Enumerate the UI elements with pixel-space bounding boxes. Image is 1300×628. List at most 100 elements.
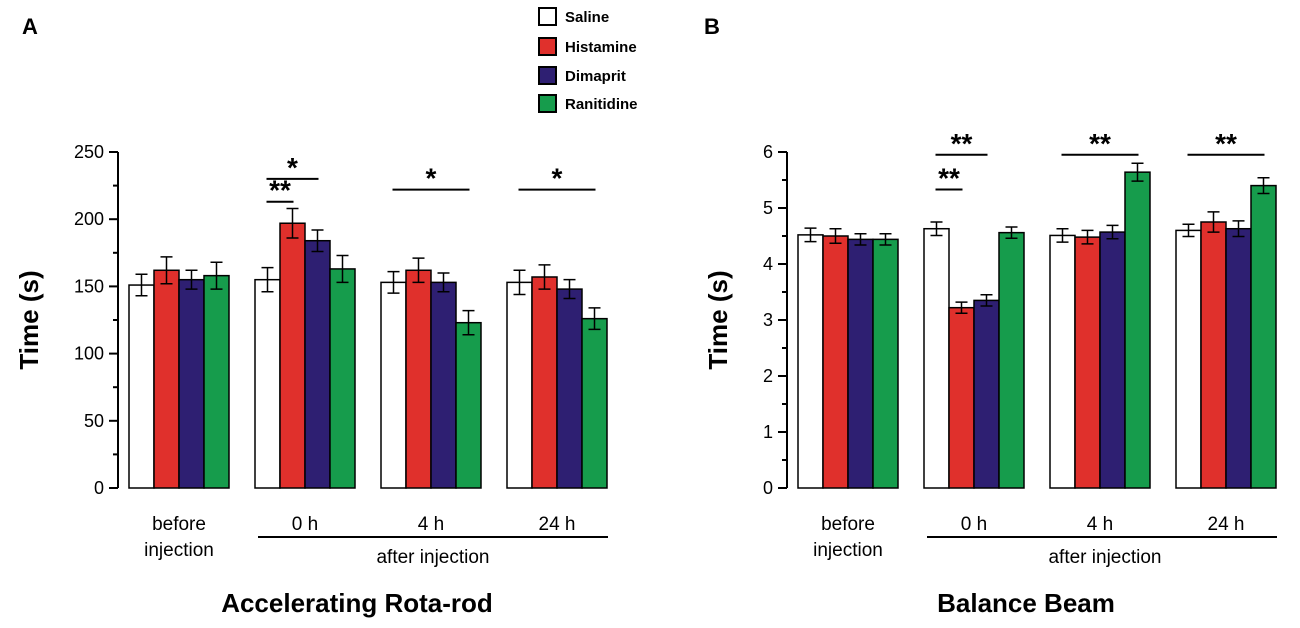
panel-letter-a: A	[22, 14, 38, 39]
chart-a-bar-histamine-0	[153, 269, 180, 489]
chart-a-error-bar-saline-3	[513, 269, 526, 296]
chart-a-error-bar-histamine-1	[286, 207, 299, 239]
chart-b-bar-ranitidine-3	[1250, 184, 1277, 489]
chart-a-y-tick-label: 100	[74, 344, 104, 364]
chart-a-error-bar-dimaprit-1	[311, 229, 324, 253]
chart-a-category-label-0: before	[152, 514, 206, 535]
chart-a-bar-histamine-2	[405, 269, 432, 489]
chart-b-bar-saline-1	[923, 227, 950, 489]
chart-b-bar-ranitidine-0	[872, 238, 899, 489]
chart-a-category-label-1: 0 h	[292, 514, 318, 535]
chart-a-bar-saline-3	[506, 281, 533, 489]
chart-a-bar-saline-1	[254, 278, 281, 489]
chart-a-error-bar-ranitidine-1	[336, 254, 349, 284]
chart-a-category-label-3: 24 h	[539, 514, 576, 535]
chart-b-error-bar-ranitidine-3	[1257, 177, 1270, 195]
chart-b-y-tick-label: 1	[763, 422, 773, 442]
chart-b-error-bar-dimaprit-1	[980, 294, 993, 307]
chart-a-bar-dimaprit-2	[430, 281, 457, 489]
chart-b-y-tick-label: 5	[763, 198, 773, 218]
chart-a-error-bar-histamine-2	[412, 257, 425, 284]
chart-b-category-label-2: 4 h	[1087, 514, 1113, 535]
chart-a-category-label-0: injection	[144, 540, 214, 561]
chart-b-error-bar-dimaprit-0	[854, 233, 867, 246]
chart-b-error-bar-histamine-0	[829, 227, 842, 245]
legend-item-histamine: Histamine	[538, 37, 637, 56]
chart-a-bar-ranitidine-1	[329, 268, 356, 489]
legend-swatch-ranitidine	[538, 94, 557, 113]
legend-label-ranitidine: Ranitidine	[565, 96, 638, 113]
chart-a-bar-saline-0	[128, 284, 155, 489]
chart-a-error-bar-histamine-0	[160, 256, 173, 285]
chart-b-group-label: after injection	[1048, 547, 1161, 568]
chart-b-bar-saline-0	[797, 234, 824, 489]
chart-b-error-bar-dimaprit-2	[1106, 224, 1119, 240]
chart-b-error-bar-saline-3	[1182, 223, 1195, 238]
chart-b-significance-mark: **	[1215, 128, 1237, 159]
chart-b-bar-dimaprit-0	[847, 238, 874, 489]
chart-a-y-tick-label: 200	[74, 209, 104, 229]
chart-a-bar-ranitidine-2	[455, 321, 482, 489]
chart-b-y-tick-label: 6	[763, 142, 773, 162]
chart-a-category-label-2: 4 h	[418, 514, 444, 535]
chart-a-y-tick-label: 50	[84, 411, 104, 431]
chart-b-significance-mark: **	[951, 128, 973, 159]
chart-b-significance-mark: **	[1089, 128, 1111, 159]
chart-a-error-bar-saline-0	[135, 273, 148, 297]
chart-b-error-bar-ranitidine-0	[879, 233, 892, 246]
chart-b-bar-ranitidine-2	[1124, 171, 1151, 489]
chart-b-bar-dimaprit-2	[1099, 231, 1126, 489]
chart-b-bar-histamine-3	[1200, 221, 1227, 489]
chart-b-significance-mark: **	[938, 163, 960, 194]
legend-swatch-saline	[538, 7, 557, 26]
chart-b-category-label-0: before	[821, 514, 875, 535]
chart-b-bar-histamine-1	[948, 306, 975, 489]
legend-label-dimaprit: Dimaprit	[565, 68, 626, 85]
chart-a-error-bar-ranitidine-2	[462, 309, 475, 336]
chart-a-error-bar-saline-2	[387, 270, 400, 294]
chart-b-y-tick-label: 3	[763, 310, 773, 330]
chart-a-significance-mark: **	[269, 175, 291, 206]
chart-b-title: Balance Beam	[937, 588, 1115, 618]
chart-a-error-bar-ranitidine-3	[588, 307, 601, 331]
chart-a-bar-saline-2	[380, 281, 407, 489]
chart-b-bar-dimaprit-1	[973, 299, 1000, 489]
chart-b-error-bar-saline-2	[1056, 227, 1069, 243]
chart-a-bar-ranitidine-3	[581, 317, 608, 489]
chart-b-bar-dimaprit-3	[1225, 227, 1252, 489]
chart-b-bar-saline-3	[1175, 229, 1202, 489]
chart-a-bar-dimaprit-3	[556, 288, 583, 489]
chart-a-error-bar-dimaprit-0	[185, 269, 198, 290]
chart-b-error-bar-ranitidine-2	[1131, 162, 1144, 182]
chart-a-y-tick-label: 250	[74, 142, 104, 162]
chart-b-category-label-0: injection	[813, 540, 883, 561]
legend-label-histamine: Histamine	[565, 39, 637, 56]
chart-b-y-tick-label: 2	[763, 366, 773, 386]
legend-swatch-dimaprit	[538, 66, 557, 85]
legend-swatch-histamine	[538, 37, 557, 56]
legend: Saline Histamine Dimaprit Ranitidine	[538, 7, 638, 113]
legend-item-dimaprit: Dimaprit	[538, 66, 626, 85]
chart-a-significance-mark: *	[287, 152, 298, 183]
chart-b-y-tick-label: 4	[763, 254, 773, 274]
chart-a-significance-mark: *	[552, 163, 563, 194]
chart-b-error-bar-saline-1	[930, 221, 943, 237]
chart-a-y-axis-title: Time (s)	[14, 270, 44, 369]
chart-a-y-tick-label: 0	[94, 478, 104, 498]
legend-item-ranitidine: Ranitidine	[538, 94, 638, 113]
chart-a-significance-mark: *	[426, 163, 437, 194]
chart-b-category-label-1: 0 h	[961, 514, 987, 535]
legend-item-saline: Saline	[538, 7, 609, 26]
chart-b-category-label-3: 24 h	[1208, 514, 1245, 535]
panel-letter-b: B	[704, 14, 720, 39]
chart-b-y-axis-title: Time (s)	[703, 270, 733, 369]
chart-a-bar-dimaprit-1	[304, 239, 331, 489]
chart-b-error-bar-histamine-2	[1081, 229, 1094, 245]
chart-a-bar-histamine-3	[531, 276, 558, 489]
chart-a-error-bar-ranitidine-0	[210, 261, 223, 290]
chart-a-group-label: after injection	[376, 547, 489, 568]
chart-b-error-bar-saline-0	[804, 227, 817, 243]
chart-a-error-bar-dimaprit-3	[563, 278, 576, 300]
